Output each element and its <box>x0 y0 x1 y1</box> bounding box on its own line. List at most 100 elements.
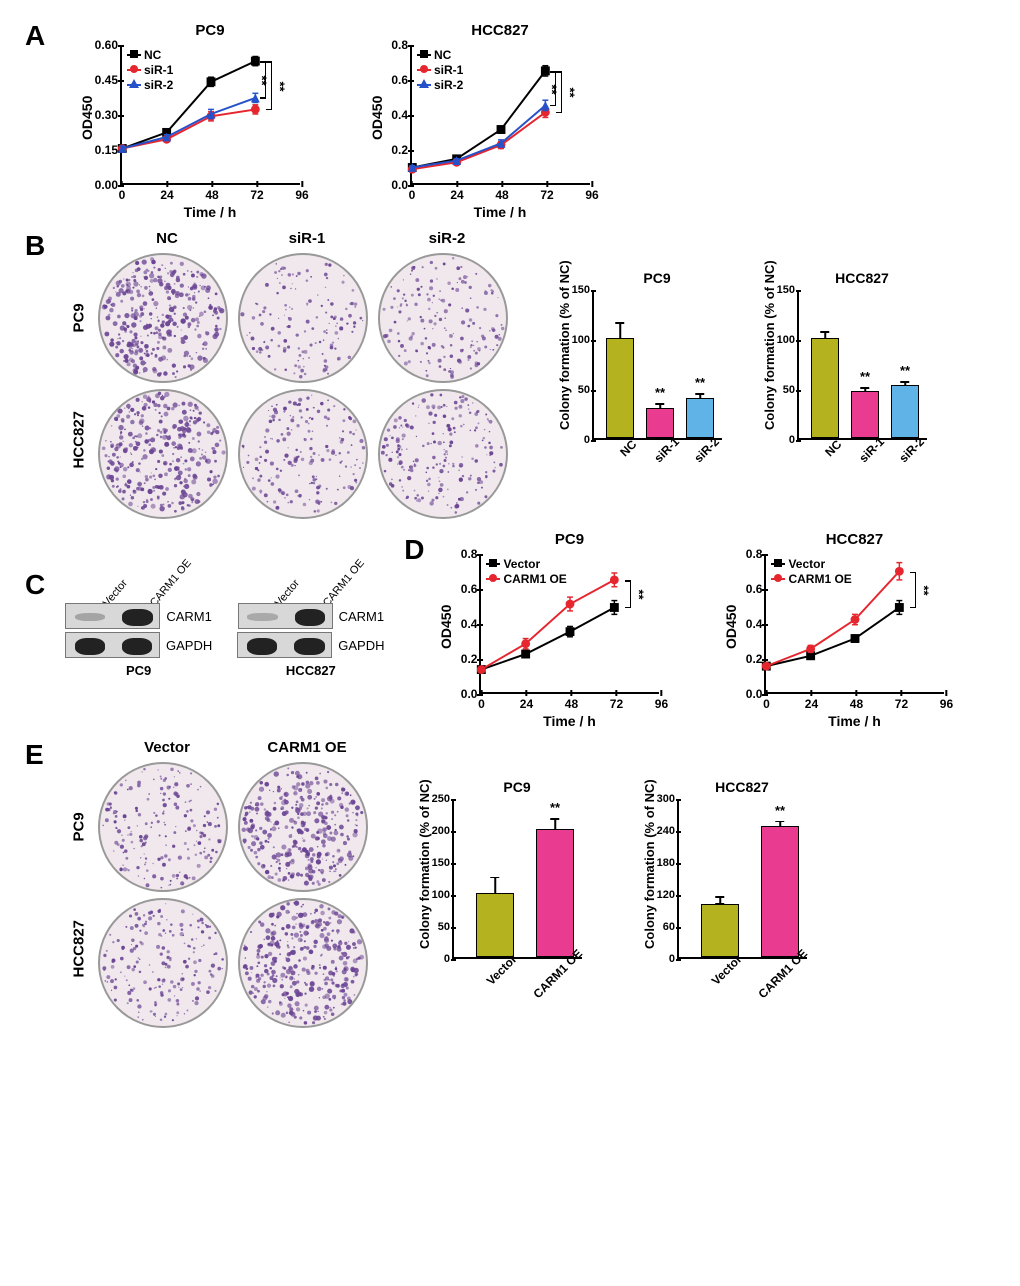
bar-ylabel: Colony formation (% of NC) <box>417 779 432 949</box>
ytick: 0.6 <box>726 582 766 596</box>
xtick: 0 <box>119 183 126 202</box>
ytick: 0.4 <box>372 108 412 122</box>
xtick: 48 <box>850 692 863 711</box>
bar-ylabel: Colony formation (% of NC) <box>642 779 657 949</box>
bar-ytick: 300 <box>657 793 679 805</box>
bar-ytick: 50 <box>438 921 454 933</box>
western-blot: VectorCARM1 OECARM1GAPDHPC9 <box>65 569 212 678</box>
panel-a-row: A PC9 OD450 Time / h 0.000.150.300.450.6… <box>25 20 995 220</box>
panel-b-dishes: NCsiR-1siR-2PC9HCC827 <box>65 230 517 519</box>
ytick: 0.8 <box>372 38 412 52</box>
bar-ytick: 50 <box>578 384 594 396</box>
bar-title: HCC827 <box>677 779 807 795</box>
ytick: 0.4 <box>441 617 481 631</box>
ytick: 0.2 <box>372 143 412 157</box>
ytick: 0.45 <box>82 73 122 87</box>
blot-strip <box>65 632 160 658</box>
panel-e-bars: PC9 Colony formation (% of NC) 050100150… <box>407 779 817 1009</box>
bar-ytick: 200 <box>432 825 454 837</box>
bar-ytick: 100 <box>777 334 799 346</box>
colony-dish <box>238 389 368 519</box>
legend-label: Vector <box>788 557 825 571</box>
bar <box>701 904 739 957</box>
panel-a-charts: PC9 OD450 Time / h 0.000.150.300.450.600… <box>65 20 615 220</box>
dish-grid: NCsiR-1siR-2PC9HCC827 <box>65 230 517 519</box>
xtick: 96 <box>295 183 308 202</box>
legend-label: siR-1 <box>434 63 463 77</box>
dish-grid: VectorCARM1 OEPC9HCC827 <box>65 739 377 1028</box>
legend-label: Vector <box>503 557 540 571</box>
legend-item: Vector <box>486 557 566 571</box>
xtick: 0 <box>409 183 416 202</box>
xtick: 72 <box>610 692 623 711</box>
panel-e-letter: E <box>25 739 65 771</box>
colony-dish <box>98 762 228 892</box>
bar-chart: PC9 Colony formation (% of NC) 050100150… <box>547 270 732 490</box>
xtick: 72 <box>895 692 908 711</box>
panel-a-letter: A <box>25 20 65 52</box>
dish-row-header: HCC827 <box>71 949 88 977</box>
bar-plot: 050100150NC**siR-1**siR-2 <box>797 290 927 440</box>
bar-ylabel: Colony formation (% of NC) <box>762 260 777 430</box>
colony-dish <box>98 253 228 383</box>
chart-xlabel: Time / h <box>120 204 300 220</box>
legend-label: CARM1 OE <box>788 572 851 586</box>
bar-ytick: 100 <box>432 889 454 901</box>
blot-cell-label: HCC827 <box>286 663 336 678</box>
ytick: 0.0 <box>441 687 481 701</box>
bar: ** <box>761 826 799 957</box>
legend: Vector CARM1 OE <box>771 557 851 587</box>
legend-item: CARM1 OE <box>771 572 851 586</box>
sig-star: ** <box>550 800 560 815</box>
bar <box>476 893 514 957</box>
legend-item: siR-2 <box>127 78 173 92</box>
panel-c-blots: VectorCARM1 OECARM1GAPDHPC9VectorCARM1 O… <box>65 569 384 678</box>
line-chart: HCC827 OD450 Time / h 0.00.20.40.60.8024… <box>355 20 615 220</box>
legend: NC siR-1 siR-2 <box>417 48 463 93</box>
ytick: 0.15 <box>82 143 122 157</box>
blot-cell-label: PC9 <box>126 663 151 678</box>
legend-item: NC <box>127 48 173 62</box>
blot-strip <box>65 603 160 629</box>
bar-ylabel: Colony formation (% of NC) <box>557 260 572 430</box>
ytick: 0.8 <box>441 547 481 561</box>
bar-title: PC9 <box>592 270 722 286</box>
panel-e-row: E VectorCARM1 OEPC9HCC827 PC9 Colony for… <box>25 739 995 1028</box>
panel-cd-row: C VectorCARM1 OECARM1GAPDHPC9VectorCARM1… <box>25 529 995 729</box>
xtick: 48 <box>565 692 578 711</box>
ytick: 0.4 <box>726 617 766 631</box>
bar-title: PC9 <box>452 779 582 795</box>
ytick: 0.0 <box>726 687 766 701</box>
bar-chart: PC9 Colony formation (% of NC) 050100150… <box>407 779 592 1009</box>
ytick: 0.00 <box>82 178 122 192</box>
xtick: 24 <box>160 183 173 202</box>
panel-d-charts: PC9 OD450 Time / h 0.00.20.40.60.8024487… <box>424 529 969 729</box>
legend-label: siR-2 <box>434 78 463 92</box>
legend: Vector CARM1 OE <box>486 557 566 587</box>
xtick: 96 <box>655 692 668 711</box>
ytick: 0.8 <box>726 547 766 561</box>
ytick: 0.60 <box>82 38 122 52</box>
legend-item: Vector <box>771 557 851 571</box>
xtick: 24 <box>450 183 463 202</box>
xtick: 0 <box>478 692 485 711</box>
dish-col-header: siR-1 <box>237 230 377 247</box>
legend-item: NC <box>417 48 463 62</box>
legend-item: CARM1 OE <box>486 572 566 586</box>
dish-col-header: CARM1 OE <box>237 739 377 756</box>
panel-b-row: B NCsiR-1siR-2PC9HCC827 PC9 Colony forma… <box>25 230 995 519</box>
line-chart: HCC827 OD450 Time / h 0.00.20.40.60.8024… <box>709 529 969 729</box>
sig-star: ** <box>900 363 910 378</box>
bar-chart: HCC827 Colony formation (% of NC) 050100… <box>752 270 937 490</box>
ytick: 0.0 <box>372 178 412 192</box>
xtick: 96 <box>585 183 598 202</box>
bar-ytick: 0 <box>789 434 799 446</box>
chart-xlabel: Time / h <box>410 204 590 220</box>
sig-star: ** <box>775 803 785 818</box>
bar <box>811 338 839 438</box>
bar-ytick: 150 <box>432 857 454 869</box>
dish-col-header: NC <box>97 230 237 247</box>
ytick: 0.6 <box>372 73 412 87</box>
chart-title: PC9 <box>479 531 659 548</box>
legend-item: siR-2 <box>417 78 463 92</box>
